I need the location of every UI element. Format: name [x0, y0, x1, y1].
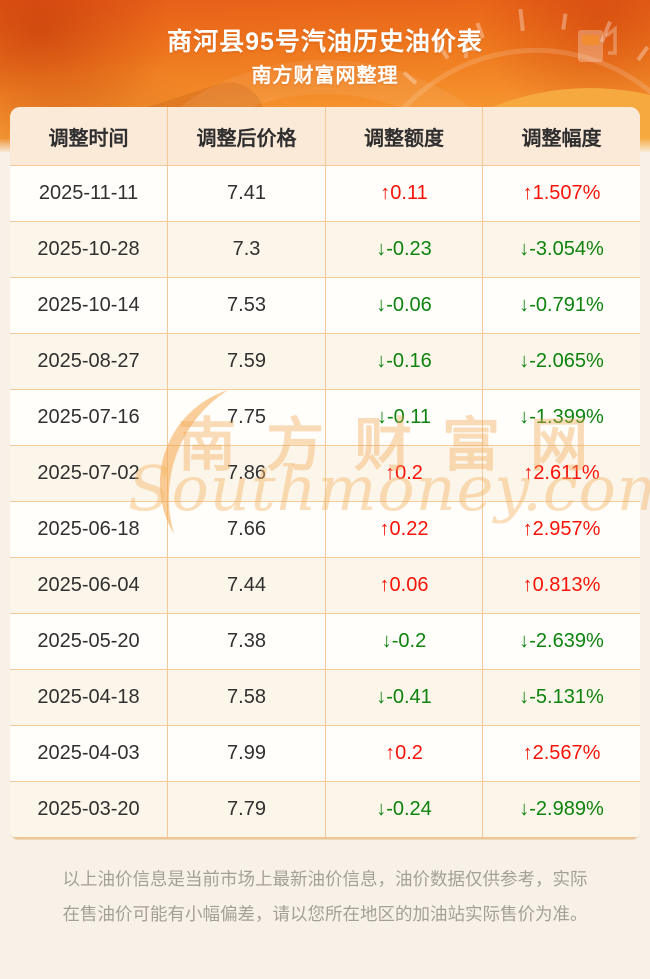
cell-price: 7.79 [167, 782, 325, 837]
column-header-adjust-percent: 调整幅度 [482, 107, 640, 165]
column-header-adjusted-price: 调整后价格 [167, 107, 325, 165]
table-row: 2025-07-16 7.75 ↓-0.11 ↓-1.399% [10, 389, 640, 445]
table-row: 2025-11-11 7.41 ↑0.11 ↑1.507% [10, 165, 640, 221]
table-row: 2025-03-20 7.79 ↓-0.24 ↓-2.989% [10, 781, 640, 837]
cell-date: 2025-03-20 [37, 798, 140, 820]
cell-percent: ↑2.957% [482, 502, 640, 557]
cell-date: 2025-08-27 [37, 350, 140, 372]
disclaimer-text: 以上油价信息是当前市场上最新油价信息，油价数据仅供参考，实际在售油价可能有小幅偏… [62, 869, 588, 924]
cell-percent: ↑1.507% [482, 166, 640, 221]
cell-percent: ↑0.813% [482, 558, 640, 613]
table-row: 2025-10-28 7.3 ↓-0.23 ↓-3.054% [10, 221, 640, 277]
cell-percent: ↓-2.639% [482, 614, 640, 669]
cell-change: ↓-0.06 [325, 278, 482, 333]
cell-percent: ↓-2.989% [482, 782, 640, 837]
cell-percent: ↓-5.131% [482, 670, 640, 725]
cell-change: ↑0.11 [325, 166, 482, 221]
cell-date: 2025-11-11 [38, 182, 139, 204]
oil-price-table: 调整时间 调整后价格 调整额度 调整幅度 2025-11-11 7.41 ↑0.11… [10, 107, 640, 839]
cell-percent: ↓-3.054% [482, 222, 640, 277]
cell-date: 2025-06-04 [37, 574, 140, 596]
cell-change: ↑0.06 [325, 558, 482, 613]
gas-pump-icon [578, 25, 617, 62]
cell-percent: ↓-2.065% [482, 334, 640, 389]
table-row: 2025-05-20 7.38 ↓-0.2 ↓-2.639% [10, 613, 640, 669]
cell-percent: ↑2.611% [482, 446, 640, 501]
cell-price: 7.86 [167, 446, 325, 501]
table-row: 2025-06-04 7.44 ↑0.06 ↑0.813% [10, 557, 640, 613]
cell-change: ↓-0.11 [325, 390, 482, 445]
cell-date: 2025-10-14 [37, 294, 140, 316]
table-row: 2025-04-18 7.58 ↓-0.41 ↓-5.131% [10, 669, 640, 725]
cell-price: 7.44 [167, 558, 325, 613]
cell-date: 2025-05-20 [37, 630, 140, 652]
cell-price: 7.66 [167, 502, 325, 557]
cell-price: 7.38 [167, 614, 325, 669]
cell-change: ↓-0.16 [325, 334, 482, 389]
cell-change: ↑0.2 [325, 446, 482, 501]
cell-date: 2025-07-16 [37, 406, 140, 428]
table-header-row: 调整时间 调整后价格 调整额度 调整幅度 [10, 107, 640, 165]
cell-date: 2025-10-28 [37, 238, 140, 260]
cell-price: 7.58 [167, 670, 325, 725]
table-row: 2025-08-27 7.59 ↓-0.16 ↓-2.065% [10, 333, 640, 389]
cell-percent: ↓-0.791% [482, 278, 640, 333]
column-header-adjust-time: 调整时间 [48, 127, 129, 150]
cell-price: 7.3 [167, 222, 325, 277]
cell-change: ↑0.2 [325, 726, 482, 781]
table-row: 2025-04-03 7.99 ↑0.2 ↑2.567% [10, 725, 640, 781]
cell-change: ↓-0.24 [325, 782, 482, 837]
cell-date: 2025-07-02 [37, 462, 140, 484]
cell-change: ↑0.22 [325, 502, 482, 557]
cell-change: ↓-0.41 [325, 670, 482, 725]
table-row: 2025-10-14 7.53 ↓-0.06 ↓-0.791% [10, 277, 640, 333]
page-title: 商河县95号汽油历史油价表 [167, 28, 483, 56]
table-row: 2025-07-02 7.86 ↑0.2 ↑2.611% [10, 445, 640, 501]
column-header-adjust-amount: 调整额度 [325, 107, 482, 165]
cell-change: ↓-0.23 [325, 222, 482, 277]
cell-percent: ↑2.567% [482, 726, 640, 781]
table-row: 2025-06-18 7.66 ↑0.22 ↑2.957% [10, 501, 640, 557]
cell-date: 2025-04-03 [37, 742, 140, 764]
cell-percent: ↓-1.399% [482, 390, 640, 445]
cell-date: 2025-04-18 [37, 686, 140, 708]
table-body: 2025-11-11 7.41 ↑0.11 ↑1.507% 2025-10-28 7.3 ↓… [10, 165, 640, 839]
cell-change: ↓-0.2 [325, 614, 482, 669]
cell-price: 7.99 [167, 726, 325, 781]
svg-text:F: F [462, 33, 479, 64]
page-subtitle: 南方财富网整理 [251, 65, 399, 87]
cell-price: 7.41 [167, 166, 325, 221]
cell-price: 7.75 [167, 390, 325, 445]
cell-date: 2025-06-18 [37, 518, 140, 540]
cell-price: 7.53 [167, 278, 325, 333]
cell-price: 7.59 [167, 334, 325, 389]
